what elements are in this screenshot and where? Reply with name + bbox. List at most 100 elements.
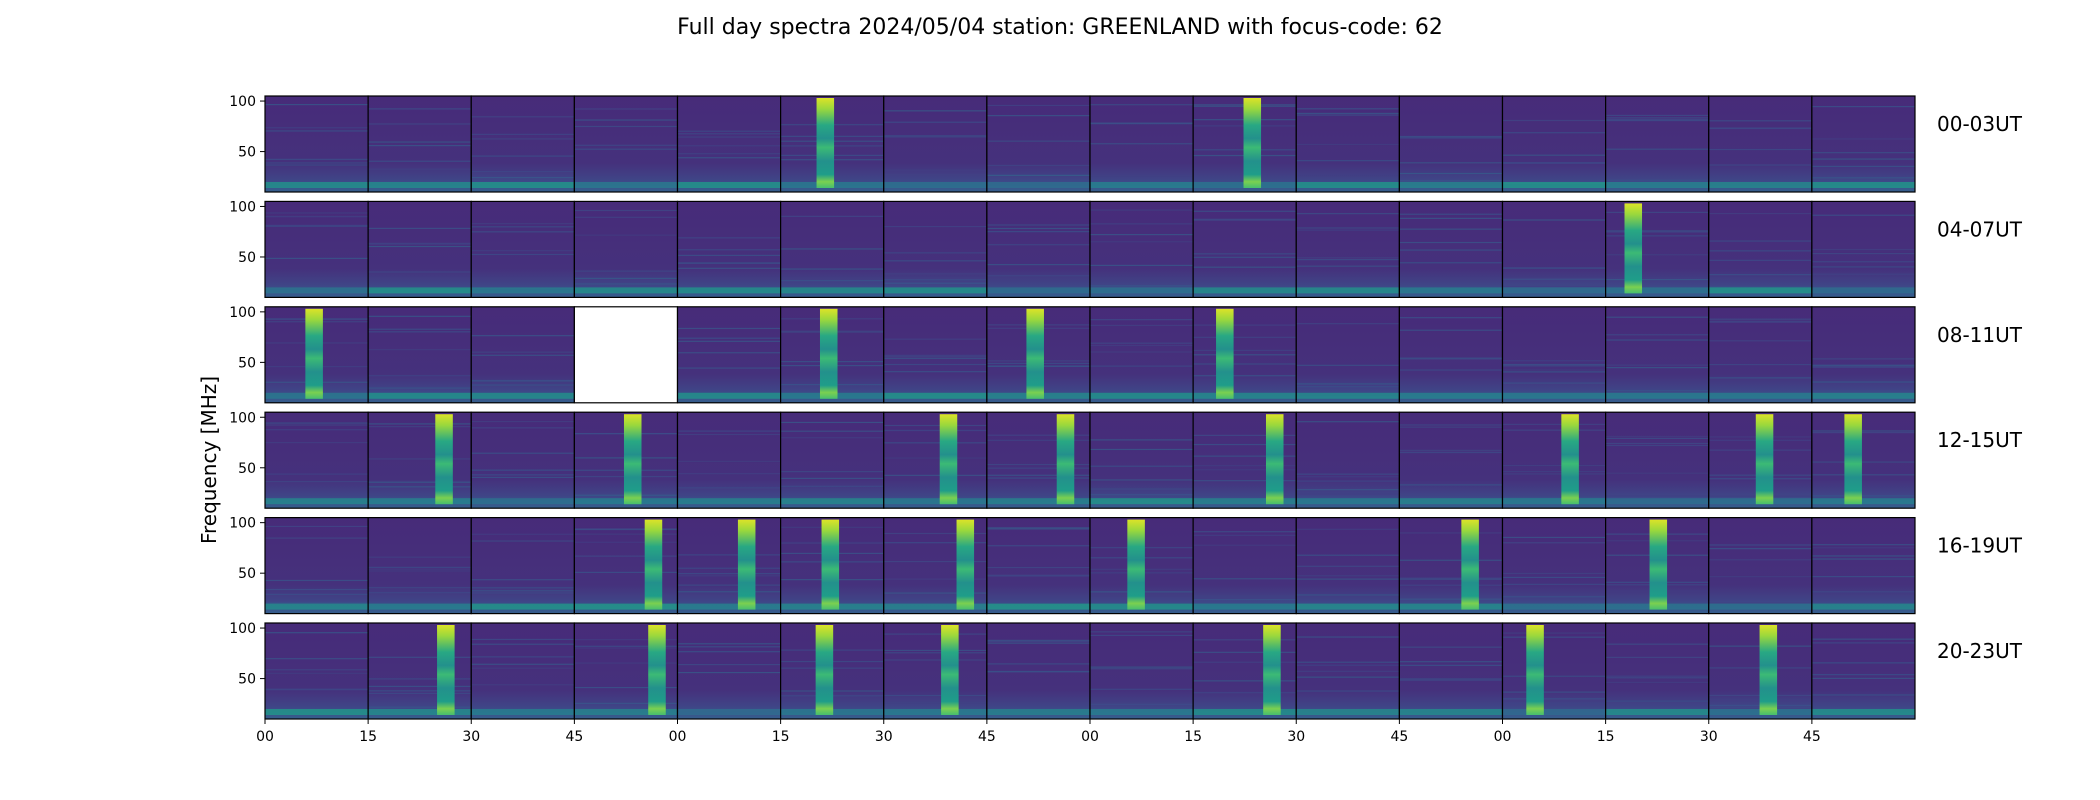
spectrum-texture bbox=[677, 133, 781, 135]
spectrum-texture bbox=[780, 437, 884, 439]
spectrum-texture bbox=[1090, 122, 1194, 125]
spectrum-texture bbox=[1296, 594, 1400, 596]
spectrum-panel bbox=[1502, 201, 1606, 298]
spectrum-texture bbox=[1193, 256, 1297, 258]
low-frequency-noise-band bbox=[883, 603, 987, 610]
spectrum-texture bbox=[1296, 112, 1400, 115]
spectrum-texture bbox=[1193, 354, 1297, 356]
low-frequency-noise-band bbox=[986, 287, 1090, 294]
spectrum-texture bbox=[780, 280, 884, 282]
spectrum-texture bbox=[883, 121, 987, 123]
spectrum-texture bbox=[1399, 451, 1503, 453]
spectrum-texture bbox=[1193, 534, 1297, 536]
spectrum-texture bbox=[574, 541, 678, 543]
spectrum-texture bbox=[1399, 426, 1503, 428]
spectrum-texture bbox=[368, 245, 472, 248]
low-frequency-noise-band bbox=[574, 603, 678, 610]
spectrum-texture bbox=[1193, 469, 1297, 471]
spectrum-texture bbox=[1811, 544, 1915, 546]
spectrum-texture bbox=[368, 375, 472, 377]
y-tick-label: 50 bbox=[238, 355, 256, 371]
low-frequency-noise-band bbox=[368, 709, 472, 715]
low-frequency-noise-band bbox=[1090, 287, 1194, 294]
spectrum-panel bbox=[780, 412, 884, 509]
spectrum-texture bbox=[1502, 423, 1606, 425]
spectrum-texture bbox=[1708, 602, 1812, 604]
spectrum-panel bbox=[986, 412, 1090, 509]
low-frequency-noise-band bbox=[265, 498, 369, 505]
spectrum-texture bbox=[1399, 329, 1503, 331]
spectrum-texture bbox=[471, 133, 575, 135]
low-frequency-noise-band bbox=[1605, 392, 1709, 399]
y-axis-label: Frequency [MHz] bbox=[197, 376, 221, 544]
spectrum-texture bbox=[780, 215, 884, 217]
spectrum-panel bbox=[1708, 96, 1812, 192]
low-frequency-noise-band bbox=[471, 709, 575, 715]
spectrum-texture bbox=[1193, 661, 1297, 663]
spectrum-panel bbox=[368, 201, 472, 298]
spectrum-panel bbox=[574, 201, 678, 298]
spectrum-texture bbox=[265, 689, 369, 691]
spectrum-texture bbox=[1605, 114, 1709, 117]
x-tick-label: 00 bbox=[1494, 729, 1512, 745]
spectrum-panel bbox=[883, 412, 987, 509]
spectrum-panel bbox=[883, 623, 987, 719]
spectrum-texture bbox=[368, 423, 472, 425]
spectrum-texture bbox=[1296, 676, 1400, 678]
radio-burst bbox=[1755, 414, 1774, 505]
low-frequency-noise-band bbox=[1090, 498, 1194, 505]
spectrum-texture bbox=[368, 685, 472, 688]
spectrum-texture bbox=[883, 169, 987, 171]
spectrum-texture bbox=[883, 363, 987, 366]
spectrum-texture bbox=[368, 168, 472, 170]
spectrum-texture bbox=[1605, 254, 1709, 256]
spectrum-texture bbox=[1811, 558, 1915, 560]
spectrum-texture bbox=[986, 275, 1090, 277]
x-tick-label: 45 bbox=[978, 729, 996, 745]
spectrum-texture bbox=[1296, 323, 1400, 325]
spectrum-texture bbox=[471, 592, 575, 594]
row-time-label: 04-07UT bbox=[1937, 217, 2023, 241]
spectrum-panel bbox=[1399, 517, 1503, 614]
spectrum-texture bbox=[1708, 286, 1812, 288]
low-frequency-noise-band bbox=[1296, 498, 1400, 505]
spectrum-texture bbox=[368, 227, 472, 230]
x-tick-label: 00 bbox=[256, 729, 274, 745]
spectrum-texture bbox=[986, 231, 1090, 233]
low-frequency-noise-band bbox=[1502, 392, 1606, 399]
spectrum-panel bbox=[677, 306, 781, 403]
spectrum-texture bbox=[986, 477, 1090, 479]
spectrum-texture bbox=[471, 452, 575, 454]
spectrum-panel bbox=[1399, 96, 1503, 192]
spectra-row-08-11ut: 50 100 08-11UT bbox=[229, 305, 2023, 404]
spectrum-texture bbox=[1296, 392, 1400, 394]
spectrum-texture bbox=[265, 225, 369, 227]
spectrum-texture bbox=[265, 424, 369, 426]
spectrum-texture bbox=[1708, 363, 1812, 366]
spectrum-texture bbox=[574, 283, 678, 285]
spectrum-panel bbox=[1193, 201, 1297, 298]
spectrum-texture bbox=[1090, 104, 1194, 106]
spectrum-panel bbox=[1090, 306, 1194, 403]
low-frequency-noise-band bbox=[1502, 709, 1606, 715]
low-frequency-noise-band bbox=[1811, 287, 1915, 294]
spectrum-texture bbox=[1708, 320, 1812, 322]
spectrum-texture bbox=[1605, 148, 1709, 150]
radio-burst bbox=[1759, 625, 1778, 715]
spectrum-texture bbox=[574, 144, 678, 146]
spectrum-texture bbox=[883, 578, 987, 580]
spectrum-texture bbox=[1811, 575, 1915, 578]
spectrum-texture bbox=[1502, 429, 1606, 431]
spectrum-panel bbox=[1605, 306, 1709, 403]
spectrum-texture bbox=[1708, 575, 1812, 578]
spectrum-texture bbox=[1811, 430, 1915, 432]
low-frequency-noise-band bbox=[883, 182, 987, 188]
spectrum-texture bbox=[986, 244, 1090, 246]
spectrum-texture bbox=[986, 224, 1090, 226]
spectrum-texture bbox=[1193, 336, 1297, 338]
spectrum-texture bbox=[1605, 278, 1709, 281]
spectrum-texture bbox=[1399, 584, 1503, 586]
spectrum-texture bbox=[1090, 488, 1194, 490]
spectrum-texture bbox=[471, 351, 575, 353]
spectrum-texture bbox=[986, 642, 1090, 644]
